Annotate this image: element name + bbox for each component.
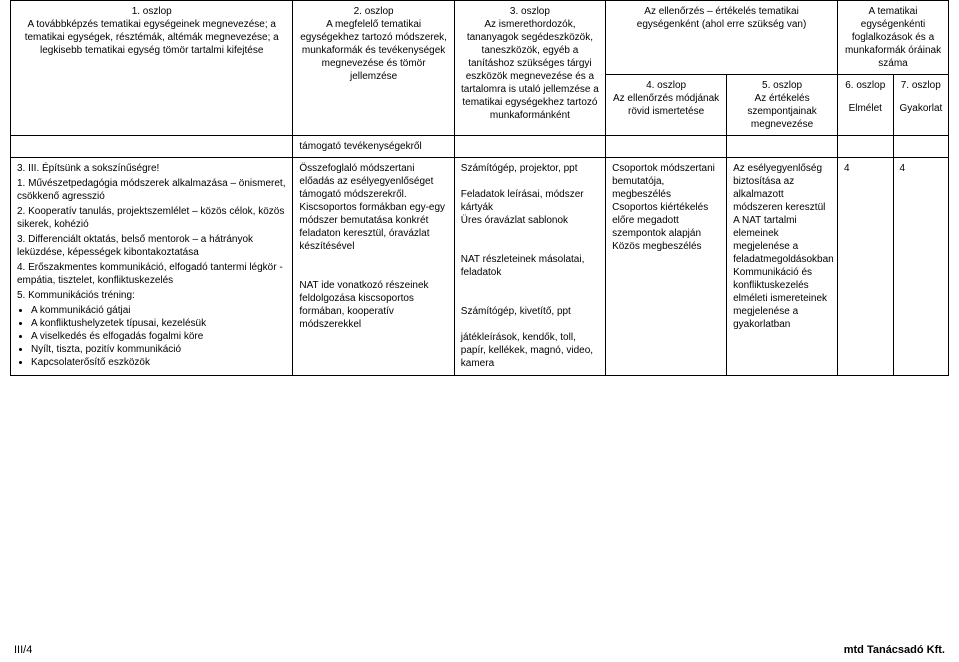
cell-r0-c4	[606, 136, 727, 158]
row1-intro: 3. III. Építsünk a sokszínűségre!	[17, 162, 286, 175]
header-col6: 6. oszlop Elmélet	[838, 75, 893, 136]
header-col7: 7. oszlop Gyakorlat	[893, 75, 949, 136]
list-item: Nyílt, tiszta, pozitív kommunikáció	[31, 343, 286, 356]
cell-r1-c2: Összefoglaló módszertani előadás az esél…	[293, 158, 454, 376]
header-col2: 2. oszlop A megfelelő tematikai egységek…	[293, 1, 454, 136]
header-col6-top: 6. oszlop	[844, 79, 886, 92]
header-col4: 4. oszlop Az ellenőrzés módjának rövid i…	[606, 75, 727, 136]
header-col7-top: 7. oszlop	[900, 79, 943, 92]
cell-r0-c5	[727, 136, 838, 158]
list-item: A viselkedés és elfogadás fogalmi köre	[31, 330, 286, 343]
cell-r0-c3	[454, 136, 605, 158]
header-col3: 3. oszlop Az ismerethordozók, tananyagok…	[454, 1, 605, 136]
cell-r0-c2: támogató tevékenységekről	[293, 136, 454, 158]
header-col6-bottom: Elmélet	[844, 102, 886, 115]
cell-r0-c7	[893, 136, 949, 158]
cell-r1-c6: 4	[838, 158, 893, 376]
table-row: támogató tevékenységekről	[11, 136, 949, 158]
list-item: A konfliktushelyzetek típusai, kezelésük	[31, 317, 286, 330]
row1-item: 3. Differenciált oktatás, belső mentorok…	[17, 233, 286, 259]
cell-r0-c6	[838, 136, 893, 158]
row1-item: 5. Kommunikációs tréning:	[17, 289, 286, 302]
header-col1: 1. oszlop A továbbképzés tematikai egysé…	[11, 1, 293, 136]
row1-bullets: A kommunikáció gátjai A konfliktushelyze…	[31, 304, 286, 369]
header-group67: A tematikai egységenkénti foglalkozások …	[838, 1, 949, 75]
table-row: 3. III. Építsünk a sokszínűségre! 1. Műv…	[11, 158, 949, 376]
row1-item: 1. Művészetpedagógia módszerek alkalmazá…	[17, 177, 286, 203]
header-group45: Az ellenőrzés – értékelés tematikai egys…	[606, 1, 838, 75]
cell-r1-c4: Csoportok módszertani bemutatója, megbes…	[606, 158, 727, 376]
cell-r0-c1	[11, 136, 293, 158]
cell-r1-c3: Számítógép, projektor, ppt Feladatok leí…	[454, 158, 605, 376]
footer-right: mtd Tanácsadó Kft.	[844, 644, 945, 656]
cell-r1-c5: Az esélyegyenlőség biztosítása az alkalm…	[727, 158, 838, 376]
page: 1. oszlop A továbbképzés tematikai egysé…	[0, 0, 959, 662]
cell-r1-c1: 3. III. Építsünk a sokszínűségre! 1. Műv…	[11, 158, 293, 376]
row1-item: 4. Erőszakmentes kommunikáció, elfogadó …	[17, 261, 286, 287]
cell-r1-c7: 4	[893, 158, 949, 376]
header-col7-bottom: Gyakorlat	[900, 102, 943, 115]
header-col5: 5. oszlop Az értékelés szempontjainak me…	[727, 75, 838, 136]
list-item: A kommunikáció gátjai	[31, 304, 286, 317]
list-item: Kapcsolaterősítő eszközök	[31, 356, 286, 369]
curriculum-table: 1. oszlop A továbbképzés tematikai egysé…	[10, 0, 949, 376]
footer-left: III/4	[14, 644, 32, 656]
row1-item: 2. Kooperatív tanulás, projektszemlélet …	[17, 205, 286, 231]
